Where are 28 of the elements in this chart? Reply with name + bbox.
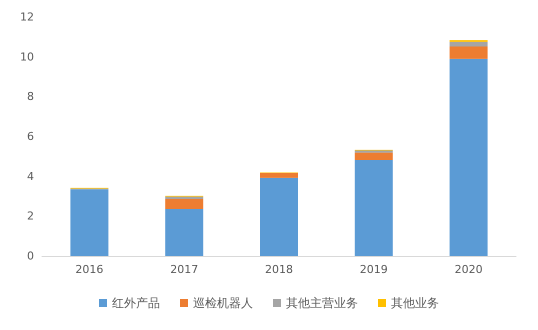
x-tick-label: 2019 xyxy=(360,263,388,276)
legend-label: 红外产品 xyxy=(112,296,160,310)
bar xyxy=(354,160,393,256)
bar xyxy=(260,172,298,178)
y-tick-label: 4 xyxy=(27,170,34,183)
y-tick-label: 8 xyxy=(27,90,34,104)
y-tick-label: 12 xyxy=(20,10,34,24)
y-tick-label: 6 xyxy=(27,130,34,143)
bar xyxy=(165,196,204,200)
bar xyxy=(450,46,488,59)
bar xyxy=(450,42,488,46)
x-tick-label: 2017 xyxy=(170,263,198,276)
legend-label: 其他主营业务 xyxy=(286,296,358,310)
bar xyxy=(165,208,204,256)
x-tick-label: 2018 xyxy=(265,263,293,276)
y-tick-label: 2 xyxy=(27,210,34,223)
x-tick-label: 2020 xyxy=(454,263,483,276)
bar xyxy=(260,178,298,256)
y-tick-label: 10 xyxy=(20,50,34,64)
bar xyxy=(354,152,393,160)
bar xyxy=(354,150,393,153)
legend-label: 巡检机器人 xyxy=(193,296,253,310)
bar xyxy=(70,189,108,256)
y-tick-label: 0 xyxy=(27,250,34,262)
bar xyxy=(165,199,204,209)
bar xyxy=(450,58,488,256)
legend-label: 其他业务 xyxy=(391,296,439,310)
x-tick-label: 2016 xyxy=(75,263,104,276)
